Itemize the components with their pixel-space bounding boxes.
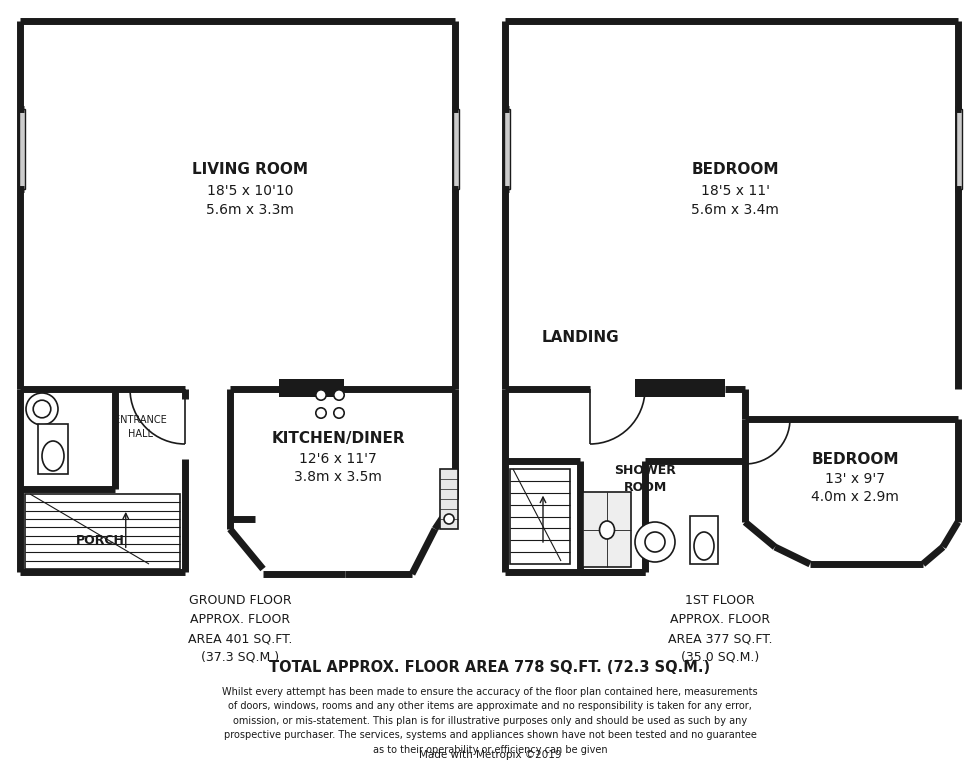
- Circle shape: [316, 408, 326, 418]
- Text: 18'5 x 11': 18'5 x 11': [701, 184, 769, 198]
- Bar: [440, 469, 458, 529]
- Text: BEDROOM: BEDROOM: [811, 451, 899, 467]
- Text: Whilst every attempt has been made to ensure the accuracy of the floor plan cont: Whilst every attempt has been made to en…: [222, 687, 758, 754]
- Text: 18'5 x 10'10: 18'5 x 10'10: [207, 184, 293, 198]
- Ellipse shape: [694, 532, 714, 560]
- Ellipse shape: [600, 521, 614, 539]
- Text: LANDING: LANDING: [541, 329, 618, 345]
- Text: PORCH: PORCH: [75, 534, 124, 548]
- Text: Made with Metropix ©2019: Made with Metropix ©2019: [418, 750, 562, 760]
- Bar: [504, 109, 510, 189]
- Text: SHOWER
ROOM: SHOWER ROOM: [614, 464, 676, 494]
- Circle shape: [444, 514, 454, 524]
- Bar: [690, 516, 718, 564]
- Text: TOTAL APPROX. FLOOR AREA 778 SQ.FT. (72.3 SQ.M.): TOTAL APPROX. FLOOR AREA 778 SQ.FT. (72.…: [270, 660, 710, 674]
- Circle shape: [26, 393, 58, 425]
- Circle shape: [334, 390, 344, 400]
- Bar: [583, 492, 631, 567]
- Text: 3.8m x 3.5m: 3.8m x 3.5m: [294, 470, 382, 484]
- Text: 12'6 x 11'7: 12'6 x 11'7: [299, 452, 377, 466]
- Bar: [38, 424, 68, 474]
- Text: 5.6m x 3.3m: 5.6m x 3.3m: [206, 203, 294, 217]
- Text: KITCHEN/DINER: KITCHEN/DINER: [271, 431, 405, 447]
- Circle shape: [33, 400, 51, 418]
- Text: 4.0m x 2.9m: 4.0m x 2.9m: [811, 490, 899, 504]
- Circle shape: [316, 390, 326, 400]
- Text: 1ST FLOOR
APPROX. FLOOR
AREA 377 SQ.FT.
(35.0 SQ.M.): 1ST FLOOR APPROX. FLOOR AREA 377 SQ.FT. …: [667, 594, 772, 664]
- Text: ENTRANCE
HALL: ENTRANCE HALL: [114, 415, 167, 438]
- Bar: [510, 469, 570, 564]
- Bar: [956, 109, 962, 189]
- Text: GROUND FLOOR
APPROX. FLOOR
AREA 401 SQ.FT.
(37.3 SQ.M.): GROUND FLOOR APPROX. FLOOR AREA 401 SQ.F…: [188, 594, 292, 664]
- Bar: [19, 109, 25, 189]
- Text: 5.6m x 3.4m: 5.6m x 3.4m: [691, 203, 779, 217]
- Circle shape: [635, 522, 675, 562]
- Bar: [279, 379, 344, 397]
- Bar: [453, 109, 459, 189]
- Text: LIVING ROOM: LIVING ROOM: [192, 161, 308, 177]
- Text: 13' x 9'7: 13' x 9'7: [825, 472, 885, 486]
- Text: BEDROOM: BEDROOM: [691, 161, 779, 177]
- Circle shape: [645, 532, 665, 552]
- Ellipse shape: [42, 441, 64, 471]
- Bar: [635, 379, 725, 397]
- Bar: [25, 494, 180, 569]
- Circle shape: [334, 408, 344, 418]
